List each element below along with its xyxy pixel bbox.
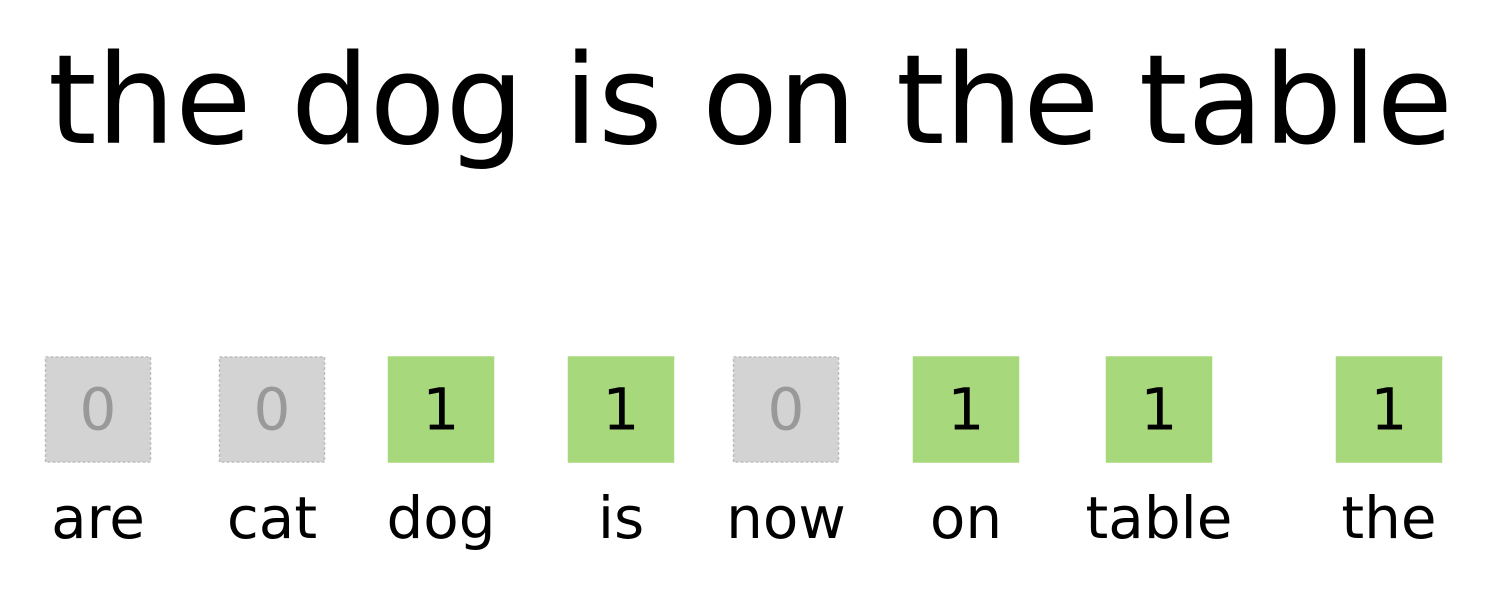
word-label: the [1341,484,1436,552]
value-label: 1 [423,376,460,444]
value-label: 1 [1371,376,1408,444]
word-label: on [930,484,1002,552]
value-label: 0 [768,376,805,444]
value-box [912,356,1020,463]
value-label: 0 [80,376,117,444]
sentence: the dog is on the table [48,29,1453,173]
word-label: is [598,484,644,552]
value-label: 0 [254,376,291,444]
value-label: 1 [948,376,985,444]
word-label: are [51,484,145,552]
word-label: cat [227,484,317,552]
value-box [218,356,326,463]
word-label: table [1086,484,1233,552]
value-box [1105,356,1213,463]
value-label: 1 [603,376,640,444]
value-box [44,356,152,463]
value-box [567,356,675,463]
value-box [732,356,840,463]
word-label: now [726,484,846,552]
value-label: 1 [1141,376,1178,444]
value-box [1335,356,1443,463]
word-label: dog [386,484,495,552]
value-box [387,356,495,463]
